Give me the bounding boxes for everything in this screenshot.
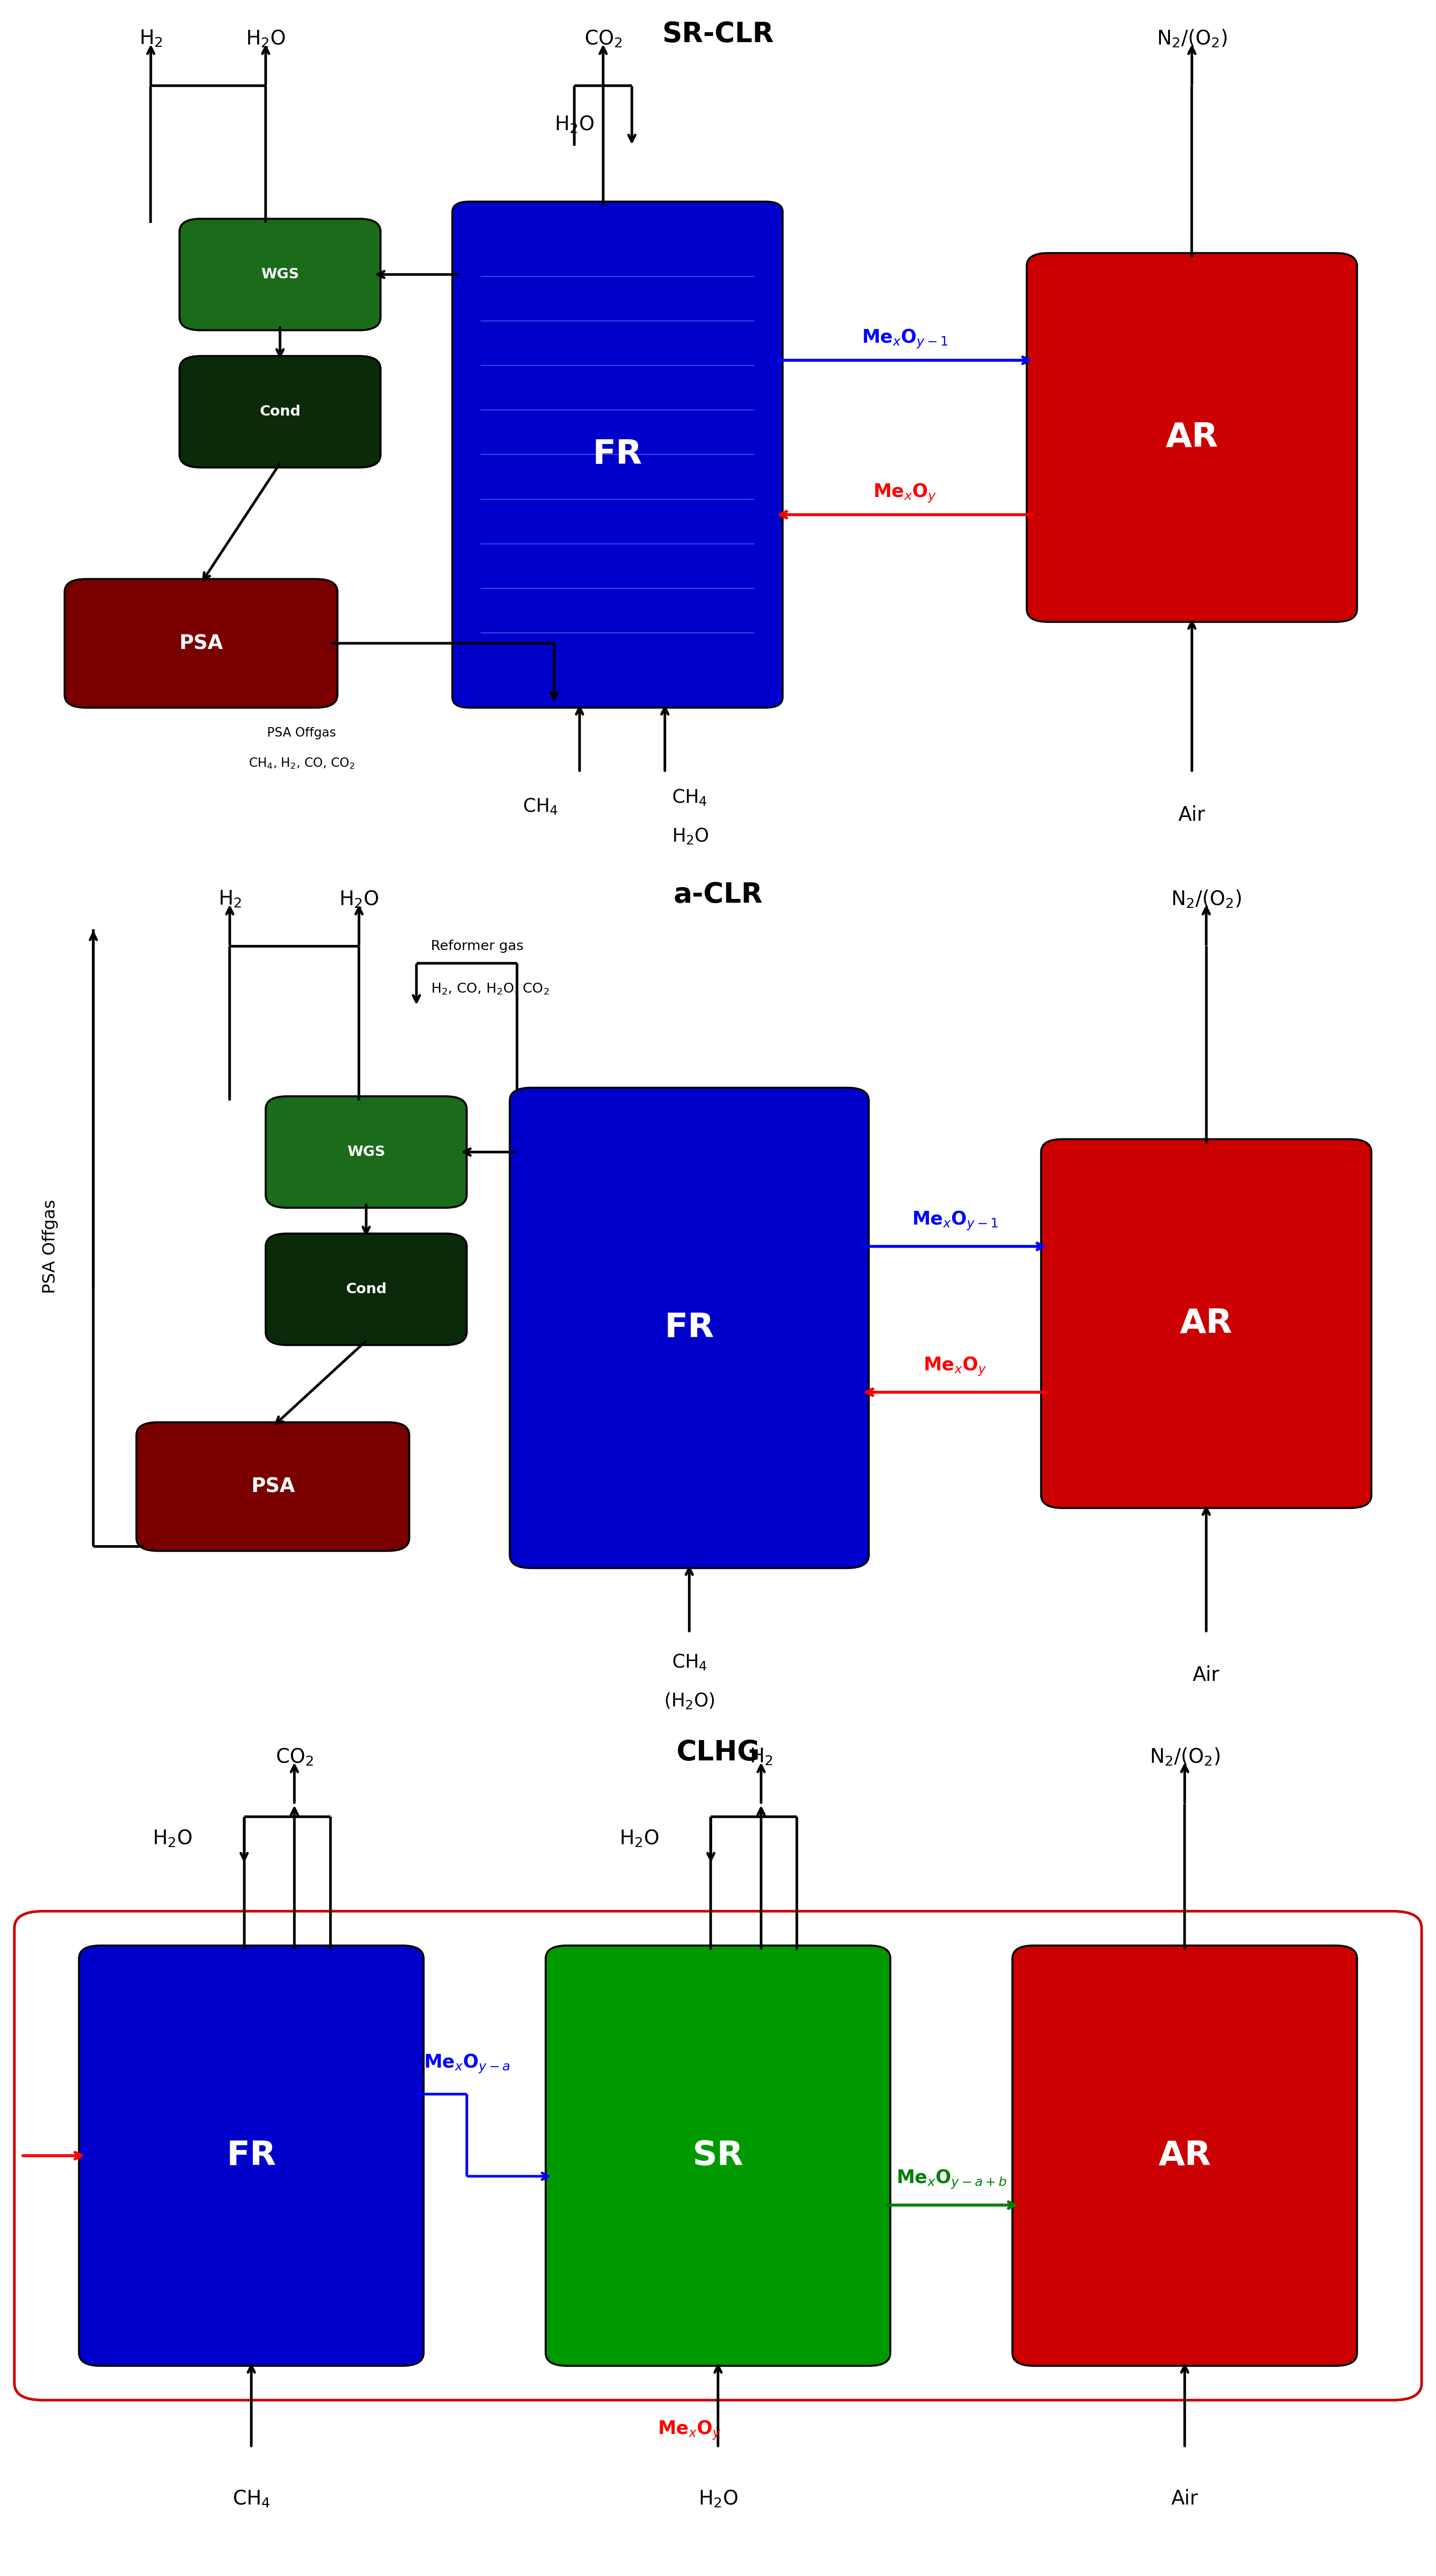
- FancyBboxPatch shape: [266, 1234, 467, 1345]
- FancyBboxPatch shape: [136, 1422, 409, 1551]
- Text: Air: Air: [1179, 804, 1205, 824]
- Text: FR: FR: [227, 2138, 276, 2172]
- FancyBboxPatch shape: [452, 201, 783, 708]
- Text: H$_2$O: H$_2$O: [698, 2488, 738, 2509]
- Text: WGS: WGS: [261, 268, 299, 281]
- Text: AR: AR: [1166, 420, 1218, 453]
- Text: H$_2$, CO, H$_2$O, CO$_2$: H$_2$, CO, H$_2$O, CO$_2$: [431, 981, 549, 997]
- Text: Me$_x$O$_y$: Me$_x$O$_y$: [658, 2419, 721, 2442]
- Text: H$_2$O: H$_2$O: [246, 28, 286, 49]
- Text: SR-CLR: SR-CLR: [662, 21, 774, 49]
- Text: CO$_2$: CO$_2$: [276, 1747, 313, 1767]
- Text: (H$_2$O): (H$_2$O): [663, 1692, 715, 1710]
- Text: Air: Air: [1193, 1664, 1219, 1685]
- Text: Me$_x$O$_y$: Me$_x$O$_y$: [873, 482, 936, 505]
- Text: Air: Air: [1172, 2488, 1198, 2509]
- Text: Me$_x$O$_{y-1}$: Me$_x$O$_{y-1}$: [912, 1211, 998, 1231]
- Text: H$_2$O: H$_2$O: [152, 1829, 192, 1850]
- Text: Cond: Cond: [346, 1283, 386, 1296]
- Text: CH$_4$, H$_2$, CO, CO$_2$: CH$_4$, H$_2$, CO, CO$_2$: [248, 757, 355, 770]
- Text: H$_2$: H$_2$: [139, 28, 162, 49]
- Text: H$_2$O: H$_2$O: [339, 889, 379, 909]
- FancyBboxPatch shape: [1041, 1139, 1371, 1507]
- Text: Me$_x$O$_{y-a}$: Me$_x$O$_{y-a}$: [424, 2053, 510, 2074]
- Text: N$_2$/(O$_2$): N$_2$/(O$_2$): [1149, 1747, 1221, 1767]
- Text: AR: AR: [1159, 2138, 1211, 2172]
- FancyBboxPatch shape: [180, 355, 381, 466]
- FancyBboxPatch shape: [180, 219, 381, 330]
- FancyBboxPatch shape: [65, 580, 337, 708]
- Text: Reformer gas: Reformer gas: [431, 940, 524, 953]
- Text: SR: SR: [692, 2138, 744, 2172]
- FancyBboxPatch shape: [546, 1945, 890, 2365]
- Text: CO$_2$: CO$_2$: [584, 28, 622, 49]
- Text: CH$_4$: CH$_4$: [523, 796, 559, 817]
- Text: PSA: PSA: [180, 634, 223, 654]
- Text: CH$_4$: CH$_4$: [672, 788, 708, 806]
- Text: PSA Offgas: PSA Offgas: [267, 726, 336, 739]
- FancyBboxPatch shape: [510, 1087, 869, 1569]
- Text: FR: FR: [665, 1311, 714, 1345]
- Text: FR: FR: [593, 438, 642, 471]
- Text: Me$_x$O$_{y-a+b}$: Me$_x$O$_{y-a+b}$: [896, 2169, 1007, 2190]
- Text: AR: AR: [1180, 1306, 1232, 1340]
- Text: a-CLR: a-CLR: [673, 881, 763, 909]
- Text: N$_2$/(O$_2$): N$_2$/(O$_2$): [1156, 28, 1228, 49]
- Text: Me$_x$O$_y$: Me$_x$O$_y$: [923, 1355, 987, 1378]
- Text: WGS: WGS: [348, 1146, 385, 1159]
- Text: Cond: Cond: [260, 404, 300, 420]
- Text: PSA: PSA: [251, 1476, 294, 1497]
- Text: CH$_4$: CH$_4$: [233, 2488, 270, 2509]
- Text: CLHG: CLHG: [676, 1739, 760, 1767]
- Text: PSA Offgas: PSA Offgas: [42, 1200, 59, 1293]
- FancyBboxPatch shape: [266, 1097, 467, 1208]
- FancyBboxPatch shape: [1027, 252, 1357, 621]
- Text: H$_2$O: H$_2$O: [619, 1829, 659, 1850]
- Text: H$_2$: H$_2$: [750, 1747, 773, 1767]
- Text: H$_2$O: H$_2$O: [672, 827, 709, 845]
- Text: Me$_x$O$_{y-1}$: Me$_x$O$_{y-1}$: [862, 327, 948, 350]
- Text: H$_2$O: H$_2$O: [554, 113, 595, 134]
- Text: N$_2$/(O$_2$): N$_2$/(O$_2$): [1170, 889, 1242, 909]
- Text: H$_2$: H$_2$: [218, 889, 241, 909]
- FancyBboxPatch shape: [79, 1945, 424, 2365]
- Text: CH$_4$: CH$_4$: [672, 1654, 707, 1672]
- FancyBboxPatch shape: [1012, 1945, 1357, 2365]
